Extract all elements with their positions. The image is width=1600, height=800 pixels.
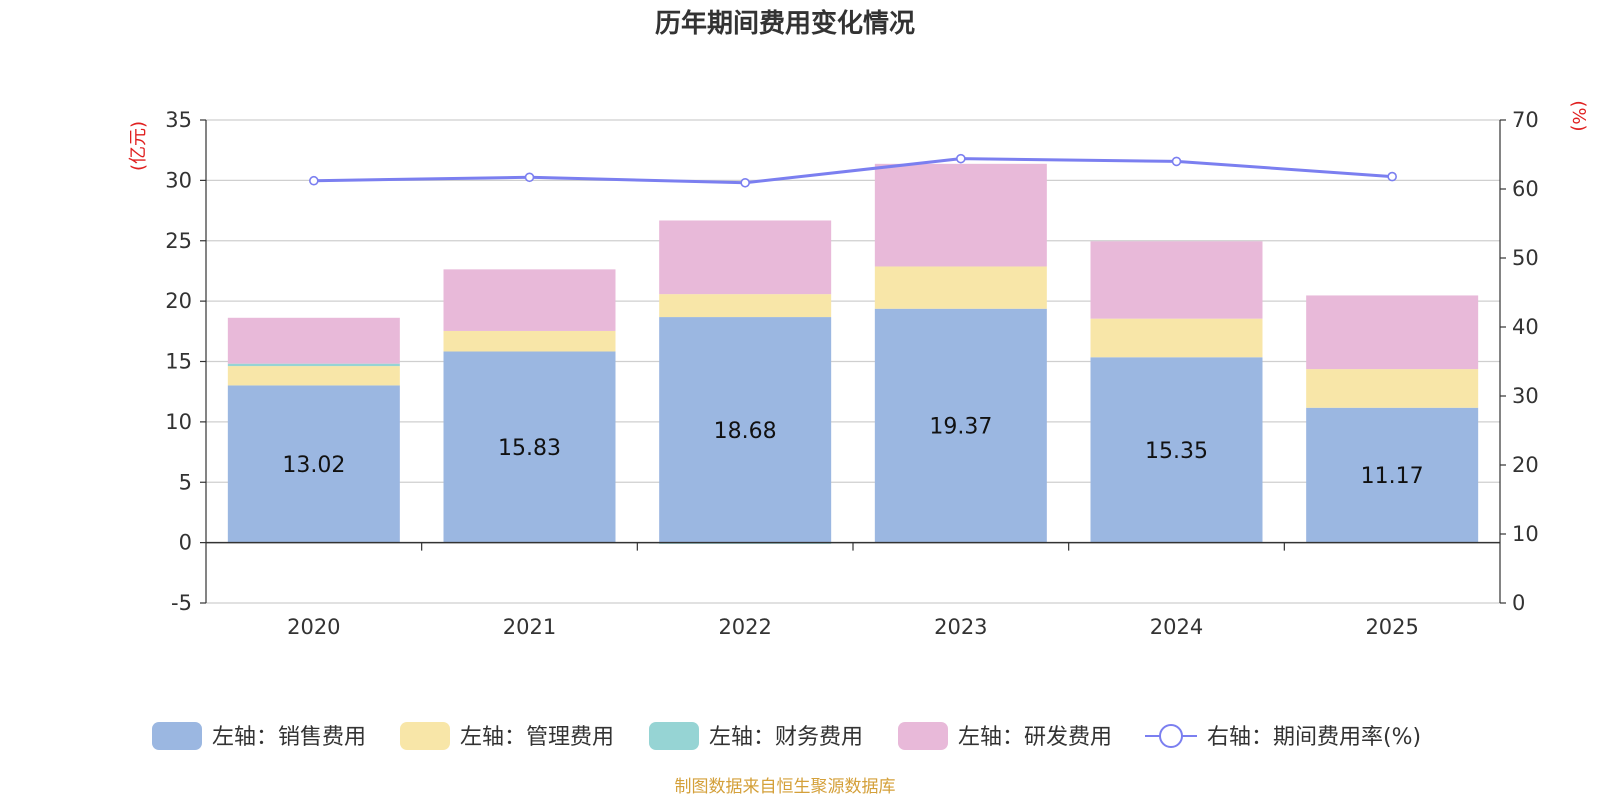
- bar-segment: [659, 317, 832, 543]
- left-tick-label: 30: [165, 168, 192, 192]
- bar-segment: [227, 366, 400, 386]
- bar-segment: [1306, 407, 1479, 543]
- data-labels: 13.02 15.83 18.68 19.37 15.35 11.17: [282, 415, 1423, 490]
- x-tick-label: 2021: [503, 615, 556, 639]
- data-label: 15.83: [498, 436, 561, 461]
- legend-swatch: [898, 722, 948, 750]
- chart-title: 历年期间费用变化情况: [655, 8, 915, 39]
- legend: 左轴：销售费用 左轴：管理费用 左轴：财务费用 左轴：研发费用 右轴：期间费用率(%): [152, 722, 1421, 750]
- rate-point: [740, 177, 750, 188]
- bar-segment: [443, 269, 616, 331]
- legend-swatch: [649, 722, 699, 750]
- right-tick-label: 10: [1512, 522, 1539, 546]
- rate-point: [1171, 156, 1182, 167]
- rate-point: [309, 175, 319, 186]
- right-axis-unit: (%): [1568, 100, 1589, 131]
- legend-swatch: [400, 722, 450, 750]
- bar-segment: [874, 308, 1047, 543]
- axes: -505101520253035010203040506070(亿元)(%)20…: [128, 100, 1589, 639]
- data-label: 15.35: [1145, 439, 1208, 464]
- bar-segment: [1306, 295, 1479, 370]
- bar-segment: [659, 220, 832, 295]
- bar-segment: [227, 363, 400, 367]
- left-tick-label: 20: [165, 289, 192, 313]
- bar-segment: [443, 351, 616, 543]
- legend-label: 左轴：研发费用: [958, 725, 1112, 750]
- right-tick-label: 30: [1512, 384, 1539, 408]
- legend-marker: [1159, 724, 1183, 748]
- legend-label: 左轴：财务费用: [709, 725, 863, 750]
- right-tick-label: 70: [1512, 108, 1539, 132]
- x-tick-label: 2025: [1365, 615, 1418, 639]
- x-tick-label: 2022: [718, 615, 771, 639]
- left-tick-label: 0: [179, 531, 192, 555]
- left-tick-label: 5: [179, 470, 192, 494]
- bar-segment: [227, 385, 400, 543]
- bar-segment: [659, 294, 832, 318]
- bar-segment: [1090, 357, 1263, 543]
- left-tick-label: 10: [165, 410, 192, 434]
- data-label: 18.68: [714, 419, 777, 444]
- x-tick-label: 2023: [934, 615, 987, 639]
- left-tick-label: 35: [165, 108, 192, 132]
- data-label: 13.02: [282, 453, 345, 478]
- bar-segment: [1090, 241, 1263, 319]
- data-label: 19.37: [929, 415, 992, 440]
- rate-line: [313, 157, 1393, 185]
- right-tick-label: 20: [1512, 453, 1539, 477]
- right-tick-label: 50: [1512, 246, 1539, 270]
- legend-label: 左轴：管理费用: [460, 725, 614, 750]
- data-label: 11.17: [1361, 464, 1424, 489]
- grid-lines: [206, 119, 1500, 604]
- left-tick-label: 25: [165, 229, 192, 253]
- legend-label: 左轴：销售费用: [212, 725, 366, 750]
- rate-point: [524, 172, 535, 183]
- legend-label: 右轴：期间费用率(%): [1207, 725, 1421, 750]
- rate-line-group: [309, 153, 1397, 188]
- right-tick-label: 60: [1512, 177, 1539, 201]
- bar-segment: [1090, 318, 1263, 358]
- legend-swatch: [152, 722, 202, 750]
- bar-segment: [443, 330, 616, 352]
- rate-point: [956, 153, 966, 164]
- left-tick-label: 15: [165, 350, 192, 374]
- bar-segment: [1306, 369, 1479, 408]
- left-axis-unit: (亿元): [128, 121, 149, 171]
- x-tick-label: 2020: [287, 615, 340, 639]
- right-tick-label: 40: [1512, 315, 1539, 339]
- bar-group: [227, 163, 1479, 544]
- left-tick-label: -5: [171, 591, 192, 615]
- right-tick-label: 0: [1512, 591, 1525, 615]
- bar-segment: [874, 266, 1047, 309]
- bar-segment: [874, 163, 1047, 267]
- source-note: 制图数据来自恒生聚源数据库: [675, 777, 896, 797]
- bar-segment: [227, 317, 400, 364]
- rate-point: [1387, 171, 1397, 182]
- x-tick-label: 2024: [1150, 615, 1203, 639]
